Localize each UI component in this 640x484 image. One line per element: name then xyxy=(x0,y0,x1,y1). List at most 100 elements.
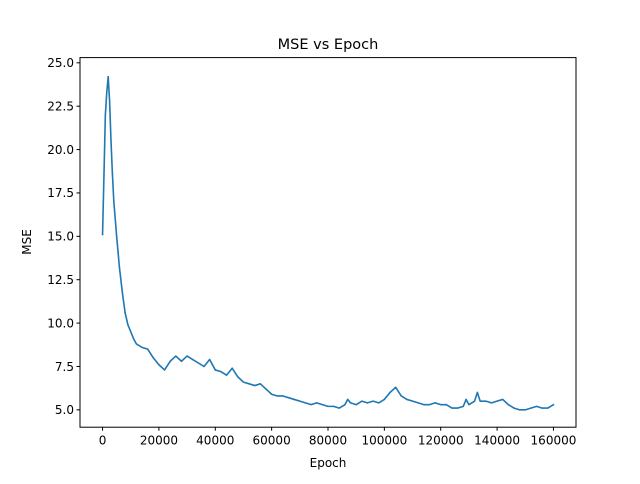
data-point xyxy=(321,403,324,406)
data-point xyxy=(180,360,183,362)
data-point xyxy=(231,367,233,369)
data-point xyxy=(417,402,419,404)
axes-frame xyxy=(79,57,577,428)
y-tick-label: 25.0 xyxy=(47,56,74,70)
data-point xyxy=(104,114,107,116)
data-point xyxy=(361,400,363,402)
data-point xyxy=(124,311,126,314)
x-tick-label: 120000 xyxy=(418,434,464,448)
data-point xyxy=(479,400,481,402)
data-point xyxy=(465,398,467,401)
data-point xyxy=(547,407,549,409)
data-point xyxy=(502,398,504,401)
data-point xyxy=(332,405,335,408)
data-point xyxy=(366,402,369,404)
data-point xyxy=(507,403,510,406)
data-point xyxy=(476,391,479,394)
data-point xyxy=(518,409,521,411)
x-tick-label: 0 xyxy=(99,434,107,448)
data-point xyxy=(411,400,414,402)
data-point xyxy=(347,398,349,401)
data-point xyxy=(406,398,408,401)
data-point xyxy=(106,91,108,94)
data-point xyxy=(146,348,149,350)
data-point xyxy=(237,376,239,378)
x-tick-label: 40000 xyxy=(196,434,234,448)
data-point xyxy=(434,402,436,404)
data-point xyxy=(192,358,194,361)
data-point xyxy=(101,233,104,236)
data-point xyxy=(451,407,453,409)
y-tick-label: 20.0 xyxy=(47,143,74,157)
data-point xyxy=(299,400,301,402)
series-line xyxy=(101,75,555,411)
data-point xyxy=(118,266,121,269)
y-tick-label: 15.0 xyxy=(47,230,74,244)
data-point xyxy=(552,403,555,406)
data-point xyxy=(383,398,386,401)
data-point xyxy=(276,395,278,397)
data-point xyxy=(141,346,143,349)
data-point xyxy=(293,398,295,401)
data-point xyxy=(254,384,256,387)
data-point xyxy=(344,403,346,406)
data-point xyxy=(197,362,200,364)
data-point xyxy=(372,400,374,402)
x-tick-label: 60000 xyxy=(253,434,291,448)
data-point xyxy=(152,357,154,359)
data-point xyxy=(208,358,211,361)
data-point xyxy=(316,402,318,404)
y-tick-label: 22.5 xyxy=(47,99,74,113)
data-point xyxy=(110,140,112,142)
chart-title: MSE vs Epoch xyxy=(278,37,379,53)
data-point xyxy=(175,355,177,357)
data-point xyxy=(428,403,431,406)
data-point xyxy=(310,403,312,406)
data-point xyxy=(490,402,493,404)
data-point xyxy=(535,405,538,408)
data-point xyxy=(378,402,380,404)
data-point xyxy=(513,407,515,409)
data-point xyxy=(132,338,135,340)
data-point xyxy=(456,407,459,409)
data-point xyxy=(121,291,123,293)
data-point xyxy=(282,395,284,397)
data-point xyxy=(496,400,498,402)
y-axis-ticks: 5.0 7.5 10.0 12.5 15.0 17.5 20.0 22.5 25.0 xyxy=(47,56,80,417)
data-point xyxy=(394,386,397,388)
data-point xyxy=(265,388,267,390)
data-point xyxy=(400,395,402,397)
data-point xyxy=(287,397,290,399)
data-point xyxy=(130,331,132,333)
data-point xyxy=(468,403,470,406)
data-point xyxy=(473,400,476,402)
data-point xyxy=(327,405,329,408)
data-point xyxy=(103,174,105,177)
data-point xyxy=(541,407,543,409)
data-point xyxy=(163,369,166,371)
x-axis-ticks: 0 20000 40000 60000 80000 100000 120000 140000 1… xyxy=(99,427,577,448)
y-tick-label: 7.5 xyxy=(55,360,74,374)
data-point xyxy=(530,407,532,409)
x-axis-label: Epoch xyxy=(310,456,347,470)
data-point xyxy=(108,100,111,102)
data-point xyxy=(355,403,357,406)
data-point xyxy=(304,402,307,404)
data-point xyxy=(270,393,273,395)
data-point xyxy=(259,383,262,385)
x-tick-label: 160000 xyxy=(531,434,577,448)
data-point xyxy=(107,75,109,78)
data-point xyxy=(186,355,188,357)
data-point xyxy=(135,343,138,345)
data-point xyxy=(127,324,129,326)
data-point xyxy=(445,403,448,406)
data-point xyxy=(524,409,526,411)
data-point xyxy=(113,200,115,203)
y-tick-label: 17.5 xyxy=(47,186,74,200)
data-point xyxy=(242,381,245,383)
data-point xyxy=(220,370,222,373)
data-point xyxy=(338,407,340,409)
data-point xyxy=(169,360,171,362)
